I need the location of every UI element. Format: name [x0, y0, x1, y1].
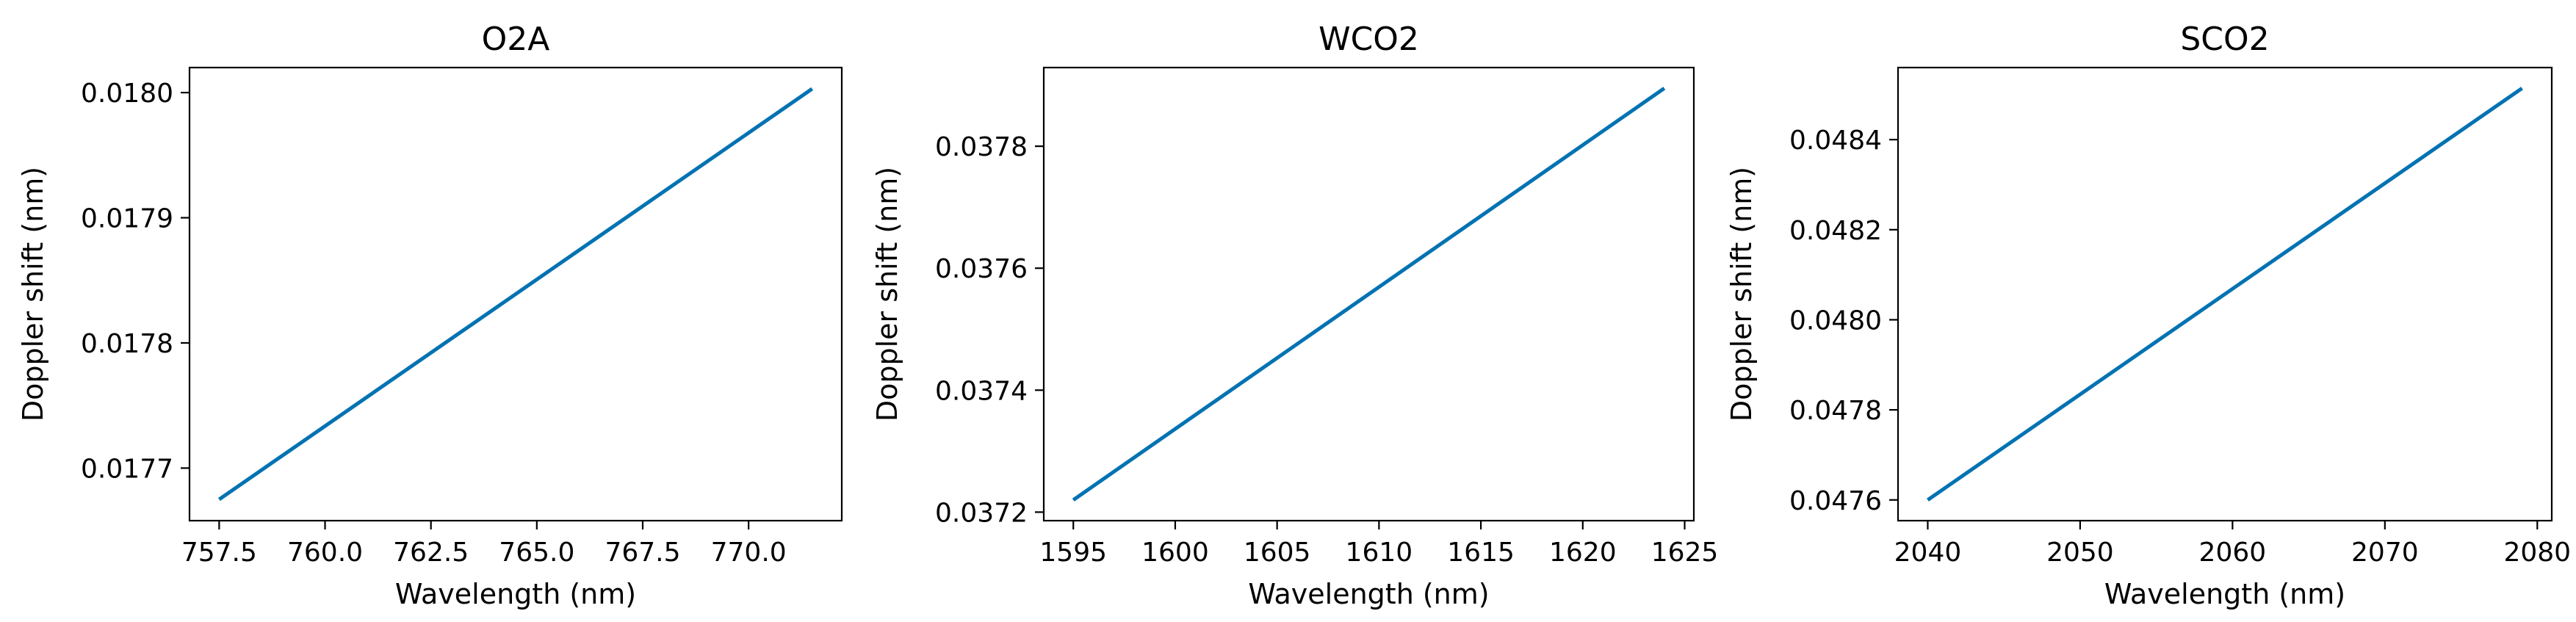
x-tick-label: 770.0	[711, 538, 787, 568]
x-tick-label: 1610	[1346, 538, 1413, 568]
x-axis-label: Wavelength (nm)	[2104, 578, 2345, 610]
x-tick-label: 2080	[2503, 538, 2571, 568]
x-tick-label: 1625	[1651, 538, 1719, 568]
x-axis-label: Wavelength (nm)	[1248, 578, 1489, 610]
chart-title: WCO2	[1318, 21, 1419, 58]
x-tick-label: 1600	[1141, 538, 1209, 568]
y-tick-label: 0.0179	[81, 204, 173, 234]
y-tick-label: 0.0378	[935, 132, 1028, 162]
x-tick-label: 1595	[1039, 538, 1107, 568]
y-tick-label: 0.0177	[81, 454, 173, 484]
y-tick-label: 0.0478	[1789, 396, 1882, 426]
x-tick-label: 757.5	[181, 538, 257, 568]
chart-title: O2A	[482, 21, 550, 58]
x-tick-label: 1620	[1549, 538, 1617, 568]
y-tick-label: 0.0476	[1789, 486, 1882, 516]
y-tick-label: 0.0374	[935, 376, 1028, 406]
x-tick-label: 1615	[1447, 538, 1515, 568]
x-axis-label: Wavelength (nm)	[395, 578, 636, 610]
x-tick-label: 767.5	[605, 538, 680, 568]
x-tick-label: 2040	[1894, 538, 1962, 568]
x-tick-label: 2060	[2199, 538, 2267, 568]
series-line-wco2	[1072, 87, 1666, 502]
y-tick-label: 0.0372	[935, 498, 1028, 528]
x-tick-label: 760.0	[287, 538, 363, 568]
y-axis-label: Doppler shift (nm)	[871, 167, 903, 422]
chart-panel-3: 2040 2050 2060 2070 2080 0.0476 0.0478 0.0480 0.…	[1725, 21, 2571, 610]
axes-frame	[188, 66, 843, 522]
y-tick-label: 0.0376	[935, 254, 1028, 284]
chart-panel-1: 757.5 760.0 762.5 765.0 767.5 770.0 0.0177 0.01…	[17, 21, 843, 610]
y-tick-label: 0.0178	[81, 329, 173, 359]
y-tick-label: 0.0480	[1789, 305, 1882, 336]
y-tick-label: 0.0482	[1789, 216, 1882, 246]
axes-frame	[1042, 66, 1695, 522]
y-tick-label: 0.0484	[1789, 126, 1882, 156]
x-tick-label: 762.5	[393, 538, 469, 568]
x-tick-label: 1605	[1244, 538, 1311, 568]
x-tick-label: 2070	[2351, 538, 2419, 568]
chart-title: SCO2	[2180, 21, 2269, 58]
y-axis-label: Doppler shift (nm)	[17, 167, 49, 422]
y-axis-label: Doppler shift (nm)	[1725, 167, 1758, 422]
x-tick-label: 2050	[2046, 538, 2114, 568]
x-tick-label: 765.0	[499, 538, 574, 568]
y-tick-label: 0.0180	[81, 79, 173, 109]
axes-frame	[1897, 66, 2553, 522]
chart-panel-2: 1595 1600 1605 1610 1615 1620 1625 0.0372 0.0374…	[871, 21, 1718, 610]
series-line-o2a	[217, 87, 814, 502]
series-line-sco2	[1927, 87, 2523, 502]
